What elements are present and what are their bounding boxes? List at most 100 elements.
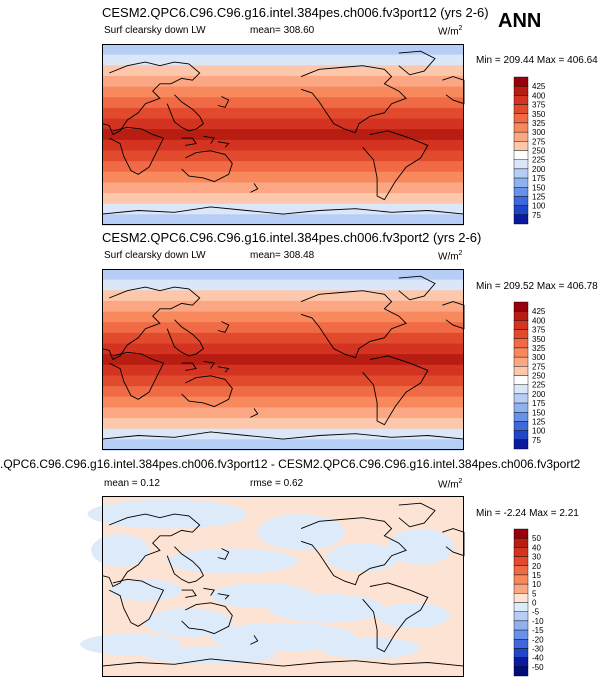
colorbar-tick-label: -10 <box>532 617 544 626</box>
colorbar-tick-label: 400 <box>532 316 546 325</box>
panel-1-units: W/m2 <box>438 25 463 38</box>
field-band <box>102 311 464 323</box>
colorbar-swatch <box>513 329 529 339</box>
colorbar-swatch <box>513 159 529 170</box>
colorbar-swatch <box>513 76 529 87</box>
coastline <box>203 135 215 144</box>
field-band <box>102 97 464 109</box>
coastline <box>203 360 215 369</box>
colorbar-swatch <box>513 131 529 142</box>
coastline <box>101 658 465 667</box>
field-band <box>102 129 464 141</box>
panel-3-map <box>80 496 465 677</box>
field-band <box>102 386 464 398</box>
colorbar-swatch <box>513 565 529 576</box>
colorbar-swatch <box>513 310 529 321</box>
colorbar-tick-label: 200 <box>532 390 546 399</box>
colorbar-swatch <box>513 356 529 367</box>
coastline <box>181 375 233 408</box>
colorbar-swatch <box>513 648 529 658</box>
colorbar-swatch <box>513 214 529 225</box>
colorbar-swatch <box>513 95 529 105</box>
season-label: ANN <box>498 10 542 32</box>
coastline <box>217 321 230 333</box>
colorbar-swatch <box>513 430 529 441</box>
panel-3-mean-label: mean = 0.12 <box>104 478 160 489</box>
colorbar-tick-label: 40 <box>532 543 541 552</box>
field-band <box>102 203 464 215</box>
field-band <box>102 290 464 302</box>
coastline <box>250 183 259 193</box>
coastline <box>398 502 436 528</box>
panel-2-variable-label: Surf clearsky down LW <box>104 250 206 261</box>
colorbar-tick-label: 125 <box>532 417 546 426</box>
diff-negative-region <box>387 528 454 565</box>
coastline <box>101 431 465 440</box>
colorbar-swatch <box>513 547 529 557</box>
diff-negative-region <box>326 543 399 573</box>
coastline <box>203 587 215 596</box>
field-band <box>102 139 464 152</box>
field-band <box>102 418 464 430</box>
diff-negative-region <box>210 622 356 652</box>
colorbar-tick-label: -5 <box>532 608 540 617</box>
coastline <box>300 65 407 134</box>
coastline <box>362 130 429 201</box>
field-band <box>102 407 464 419</box>
colorbar-swatch <box>513 666 529 677</box>
colorbar-swatch <box>513 384 529 395</box>
diff-negative-region <box>319 637 421 659</box>
field-band <box>102 214 464 226</box>
panel-2-units: W/m2 <box>438 250 463 263</box>
colorbar-swatch <box>513 122 529 133</box>
colorbar-swatch <box>513 439 529 450</box>
diff-negative-region <box>145 608 233 638</box>
colorbar-tick-label: 125 <box>532 192 546 201</box>
colorbar-swatch <box>513 537 529 548</box>
colorbar-swatch <box>513 657 529 668</box>
field-band <box>102 439 464 451</box>
coastline <box>181 150 233 183</box>
panel-1-colorbar: 4254003753503253002752502252001751501251… <box>513 76 546 225</box>
colorbar-tick-label: 50 <box>532 534 541 543</box>
coastline <box>181 589 197 598</box>
colorbar-tick-label: 0 <box>532 599 537 608</box>
panel-2-map <box>101 269 465 451</box>
coastline <box>166 319 204 357</box>
coastline <box>300 290 407 359</box>
colorbar-swatch <box>513 574 529 585</box>
field-band <box>102 44 464 56</box>
panel-1-title: CESM2.QPC6.C96.C96.g16.intel.384pes.ch00… <box>102 5 489 20</box>
colorbar-tick-label: 20 <box>532 562 541 571</box>
coastline <box>108 578 165 627</box>
coastline <box>250 408 259 418</box>
colorbar-swatch <box>513 402 529 413</box>
colorbar-swatch <box>513 347 529 358</box>
colorbar-tick-label: 375 <box>532 101 546 110</box>
field-band <box>102 396 464 409</box>
coastline <box>217 548 230 560</box>
field-band <box>102 75 464 88</box>
colorbar-swatch <box>513 104 529 114</box>
diff-negative-region <box>109 579 182 601</box>
colorbar-swatch <box>513 620 529 631</box>
diff-negative-region <box>257 514 345 551</box>
colorbar-swatch <box>513 150 529 160</box>
field-band <box>102 182 464 194</box>
field-band <box>102 428 464 440</box>
colorbar-swatch <box>513 177 529 188</box>
colorbar-swatch <box>513 593 529 603</box>
colorbar-tick-label: -20 <box>532 635 544 644</box>
colorbar-swatch <box>513 196 529 206</box>
colorbar-swatch <box>513 393 529 404</box>
colorbar-tick-label: 225 <box>532 381 546 390</box>
colorbar-tick-label: 275 <box>532 137 546 146</box>
coastline <box>217 96 230 108</box>
field-band <box>102 269 464 281</box>
panel-3-rmse-label: rmse = 0.62 <box>250 478 304 489</box>
colorbar-tick-label: 175 <box>532 174 546 183</box>
colorbar-tick-label: 300 <box>532 128 546 137</box>
panel-1-mean-label: mean= 308.60 <box>250 25 315 36</box>
colorbar-swatch <box>513 421 529 431</box>
